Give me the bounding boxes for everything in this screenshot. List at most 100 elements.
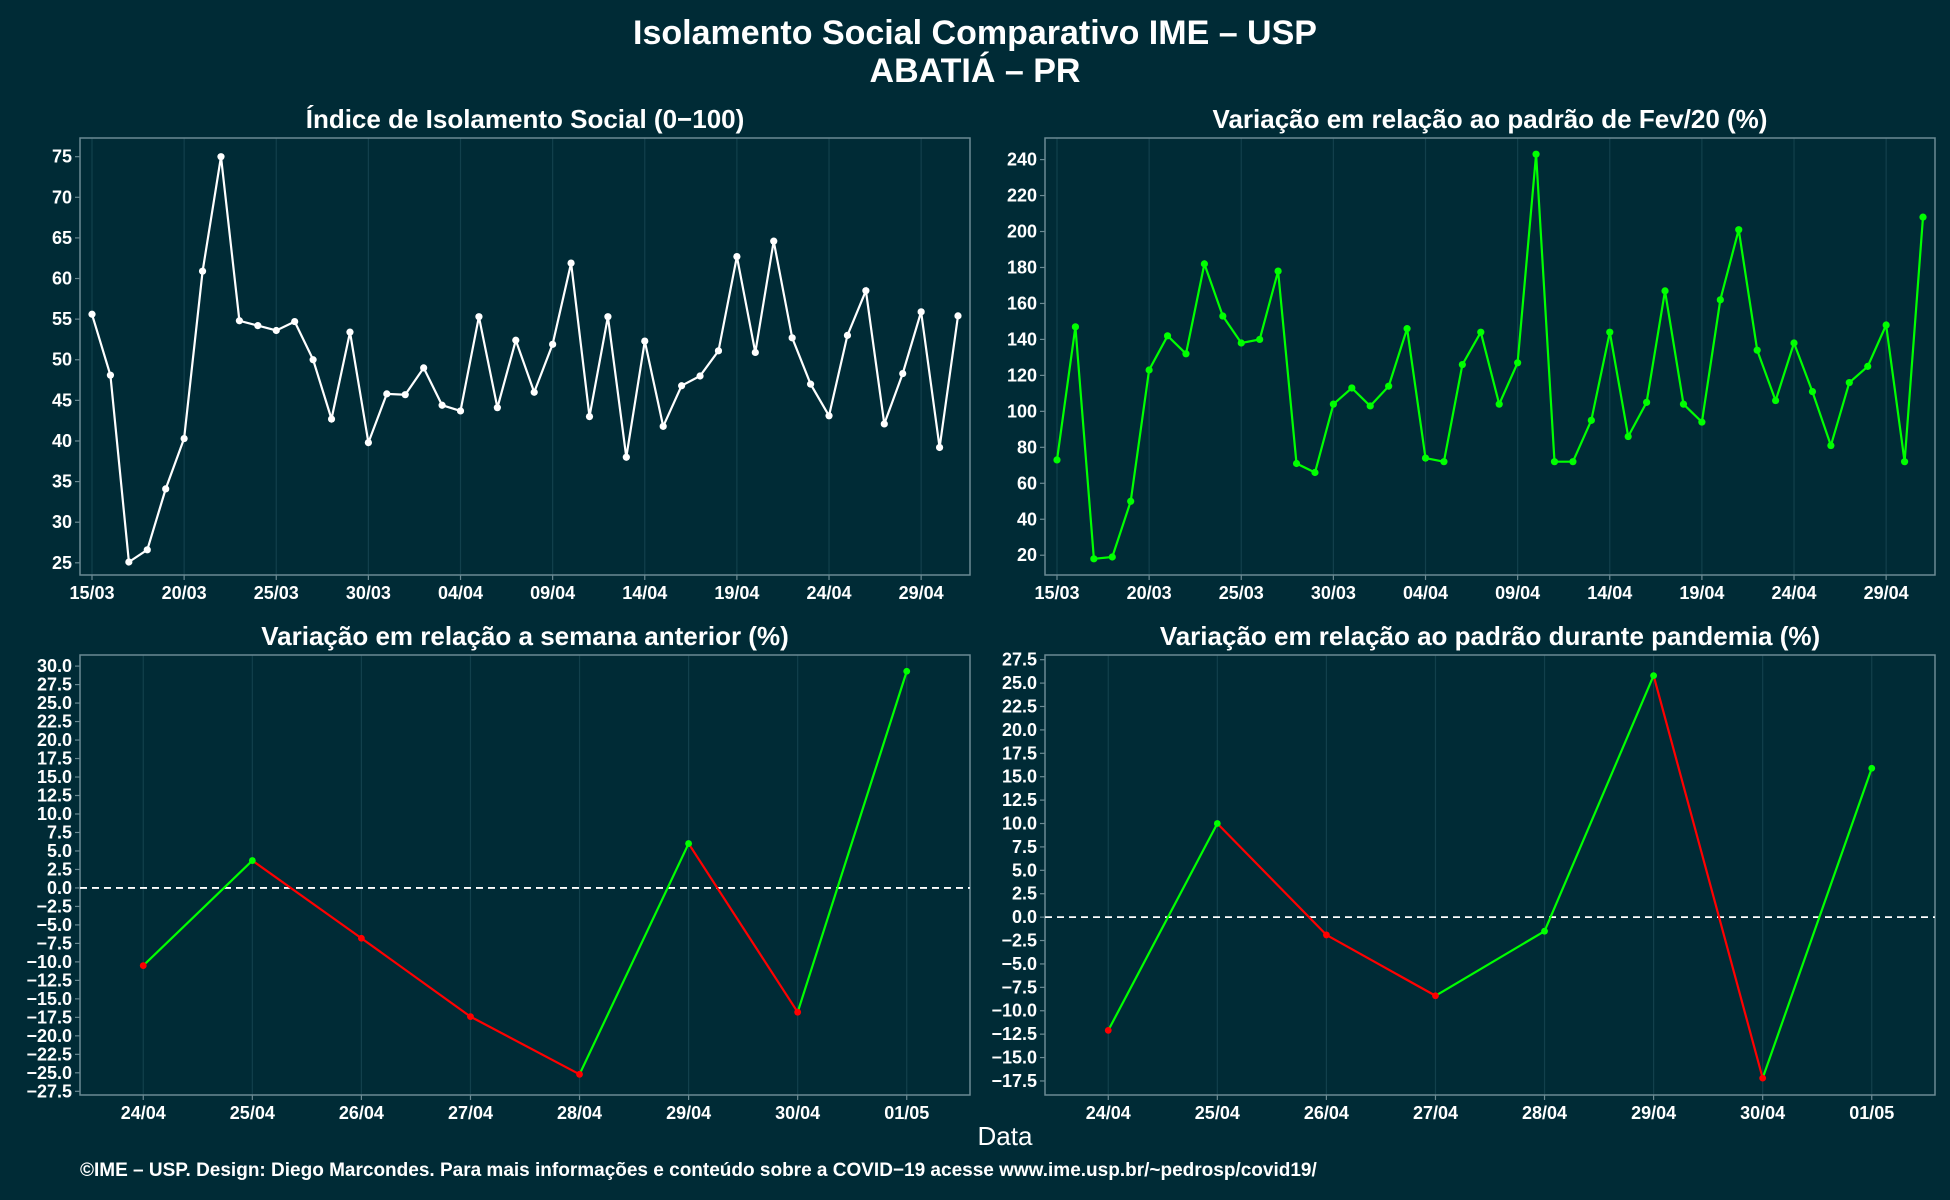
data-point (585, 413, 594, 421)
data-point (1213, 820, 1221, 827)
series-line (1055, 154, 1925, 561)
y-tick-label: 20 (1017, 545, 1037, 565)
data-point (383, 390, 391, 398)
series-segment (1107, 822, 1219, 1031)
series-segment (796, 670, 908, 1013)
y-tick-label: 35 (52, 472, 72, 492)
main-title: Isolamento Social Comparativo IME – USP (633, 14, 1317, 52)
data-point (549, 340, 557, 348)
y-tick-label: 10.0 (37, 804, 72, 824)
x-tick-label: 15/03 (1034, 583, 1079, 603)
data-point (685, 840, 693, 847)
x-tick-label: 24/04 (121, 1103, 166, 1123)
data-point (139, 962, 147, 969)
series-segment (1325, 933, 1437, 997)
x-tick-label: 30/04 (1740, 1103, 1785, 1123)
data-point (1311, 468, 1319, 477)
data-point (1514, 359, 1522, 367)
data-point (1432, 992, 1439, 1000)
x-tick-label: 29/04 (899, 583, 944, 603)
data-point (248, 857, 256, 864)
y-tick-label: −17.5 (991, 1071, 1037, 1091)
data-point (272, 326, 280, 335)
x-tick-label: 28/04 (1522, 1103, 1567, 1123)
y-tick-label: −7.5 (1001, 977, 1037, 997)
data-point (1753, 346, 1761, 354)
main-subtitle: ABATIÁ – PR (870, 52, 1081, 90)
data-point (696, 372, 704, 380)
data-point (254, 322, 262, 330)
y-tick-label: 10.0 (1002, 814, 1037, 834)
data-point (125, 558, 133, 566)
data-point (954, 312, 962, 320)
y-tick-label: 27.5 (37, 675, 72, 695)
data-point (641, 337, 649, 345)
data-point (327, 415, 336, 423)
y-tick-label: 12.5 (37, 786, 72, 806)
y-tick-label: 20.0 (1002, 720, 1037, 740)
y-tick-label: 27.5 (1002, 650, 1037, 670)
y-tick-label: 60 (52, 269, 72, 289)
y-tick-label: 30 (52, 512, 72, 532)
data-point (1053, 456, 1061, 464)
y-tick-label: 2.5 (1012, 884, 1037, 904)
y-tick-label: 30.0 (37, 656, 72, 676)
plot-frame (1044, 137, 1936, 576)
data-point (106, 371, 115, 379)
data-point (659, 422, 667, 430)
y-tick-label: 75 (52, 147, 72, 167)
y-tick-label: −15.0 (991, 1048, 1037, 1068)
data-point (1477, 328, 1485, 336)
data-point (235, 317, 244, 325)
data-point (291, 317, 299, 326)
data-point (1790, 339, 1798, 347)
data-point (1698, 418, 1706, 426)
y-tick-label: 60 (1017, 473, 1037, 493)
x-tick-label: 14/04 (622, 583, 667, 603)
data-point (935, 443, 944, 452)
data-point (1606, 328, 1614, 336)
y-tick-label: 40 (1017, 509, 1037, 529)
x-tick-label: 24/04 (1086, 1103, 1131, 1123)
chart-panel-pandemia: Variação em relação ao padrão durante pa… (991, 621, 1936, 1123)
data-point (604, 313, 612, 321)
data-point (751, 348, 759, 357)
y-tick-label: −17.5 (26, 1007, 72, 1027)
data-point (1256, 335, 1264, 344)
y-tick-label: 120 (1007, 365, 1037, 385)
y-tick-label: 200 (1007, 222, 1037, 242)
data-point (1348, 384, 1356, 392)
data-point (1868, 764, 1876, 772)
data-point (862, 287, 870, 295)
data-point (1440, 458, 1448, 466)
data-point (1882, 321, 1890, 329)
x-tick-label: 25/04 (230, 1103, 275, 1123)
series-segment (360, 937, 472, 1018)
data-point (1759, 1074, 1767, 1082)
data-point (512, 336, 520, 344)
data-point (1090, 555, 1098, 563)
plot-frame (79, 654, 971, 1096)
x-tick-label: 30/04 (775, 1103, 820, 1123)
y-tick-label: 5.0 (1012, 860, 1037, 880)
data-point (1679, 400, 1688, 408)
data-point (162, 485, 170, 493)
data-point (1495, 400, 1503, 408)
panel-title: Variação em relação a semana anterior (%… (261, 621, 789, 651)
data-point (1145, 366, 1153, 374)
series-segment (251, 859, 363, 940)
x-tick-label: 15/03 (69, 583, 114, 603)
data-point (567, 259, 575, 267)
data-point (1569, 458, 1577, 466)
x-tick-label: 14/04 (1587, 583, 1632, 603)
data-point (364, 439, 372, 447)
x-tick-label: 30/03 (346, 583, 391, 603)
y-tick-label: −7.5 (36, 933, 72, 953)
data-point (1458, 360, 1466, 369)
y-tick-label: −10.0 (26, 952, 72, 972)
y-tick-label: 0.0 (47, 878, 72, 898)
x-tick-label: 25/03 (1219, 583, 1264, 603)
y-tick-label: 70 (52, 187, 72, 207)
data-point (1219, 312, 1227, 320)
